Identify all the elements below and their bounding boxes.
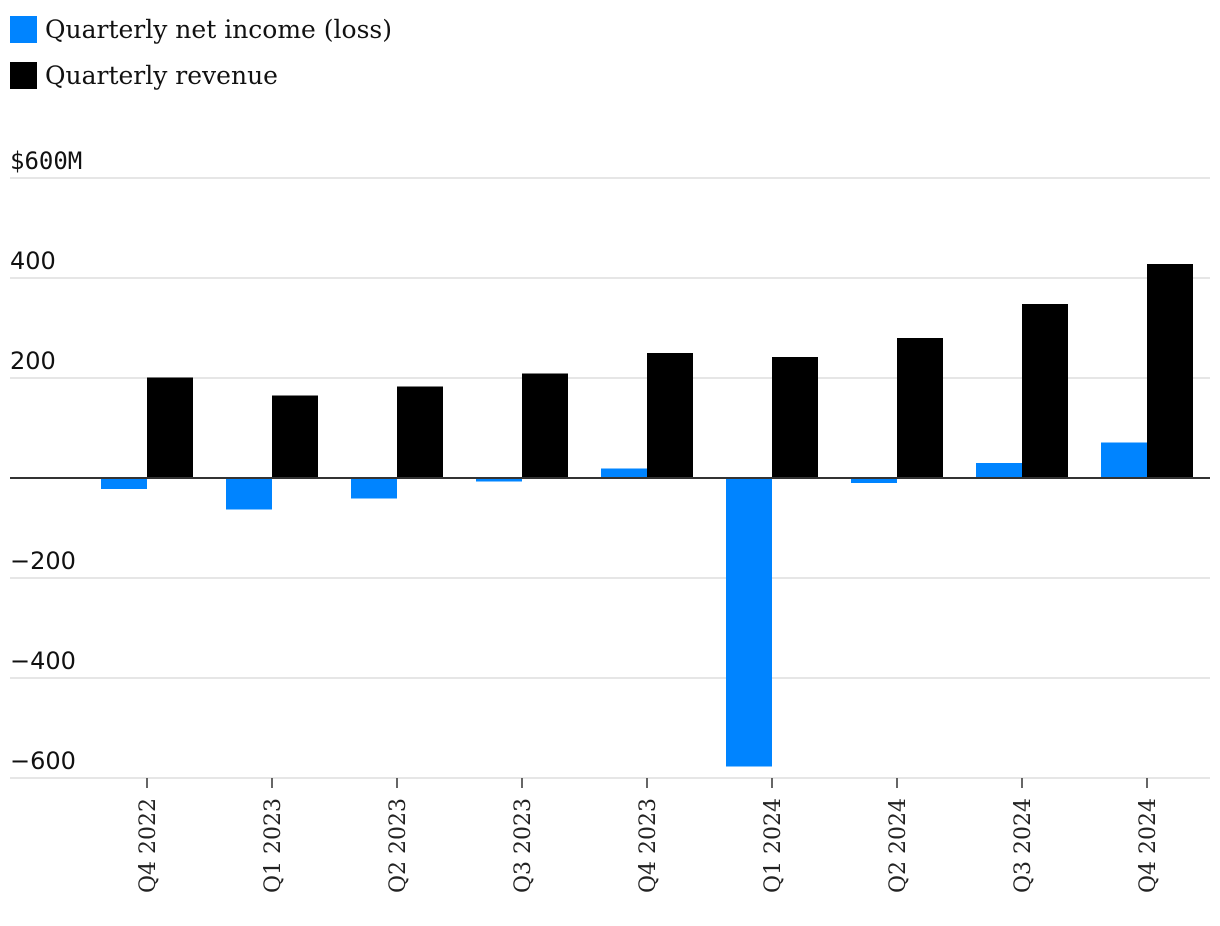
legend-label-revenue: Quarterly revenue [45,60,278,90]
grid-lines [10,177,1210,779]
net-income-bar [726,478,772,767]
x-tick-label: Q1 2023 [261,798,286,893]
x-tick-label: Q3 2023 [511,798,536,893]
revenue-bar [397,386,443,478]
x-tick-label: Q3 2024 [1011,798,1036,893]
revenue-bar [147,377,193,478]
net-income-bar [351,478,397,499]
net-income-bar [976,463,1022,478]
y-tick-label: 200 [10,347,56,375]
y-tick-label: −400 [10,647,76,675]
y-tick-label: $600M [10,147,82,175]
x-tick-label: Q2 2024 [886,798,911,893]
x-tick-label: Q1 2024 [761,798,786,893]
revenue-bar [1147,264,1193,478]
legend-item-net-income: Quarterly net income (loss) [10,12,392,46]
revenue-bar [1022,304,1068,478]
x-tick-label: Q4 2023 [636,798,661,893]
y-tick-labels: $600M 400 200 −200 −400 −600 [10,147,82,775]
y-tick-label: 400 [10,247,56,275]
revenue-swatch [10,61,37,89]
revenue-bar [647,353,693,478]
net-income-bar [851,478,897,483]
x-tick-labels: Q4 2022 Q1 2023 Q2 2023 Q3 2023 Q4 2023 Q1 20… [136,798,1161,893]
legend: Quarterly net income (loss) Quarterly re… [10,12,392,104]
bars [101,264,1193,767]
legend-item-revenue: Quarterly revenue [10,58,392,92]
x-tick-label: Q4 2024 [1136,798,1161,893]
axes [10,477,1210,788]
x-tick-label: Q4 2022 [136,798,161,893]
revenue-bar [772,357,818,478]
revenue-bar [272,395,318,478]
net-income-bar [1101,442,1147,478]
legend-label-net-income: Quarterly net income (loss) [45,14,393,44]
net-income-bar [601,468,647,478]
net-income-bar [226,478,272,510]
revenue-bar [522,373,568,478]
y-tick-label: −200 [10,547,76,575]
revenue-bar [897,338,943,478]
net-income-swatch [10,15,37,43]
x-tick-label: Q2 2023 [386,798,411,893]
net-income-bar [101,478,147,489]
net-income-bar [476,478,522,482]
y-tick-label: −600 [10,747,76,775]
